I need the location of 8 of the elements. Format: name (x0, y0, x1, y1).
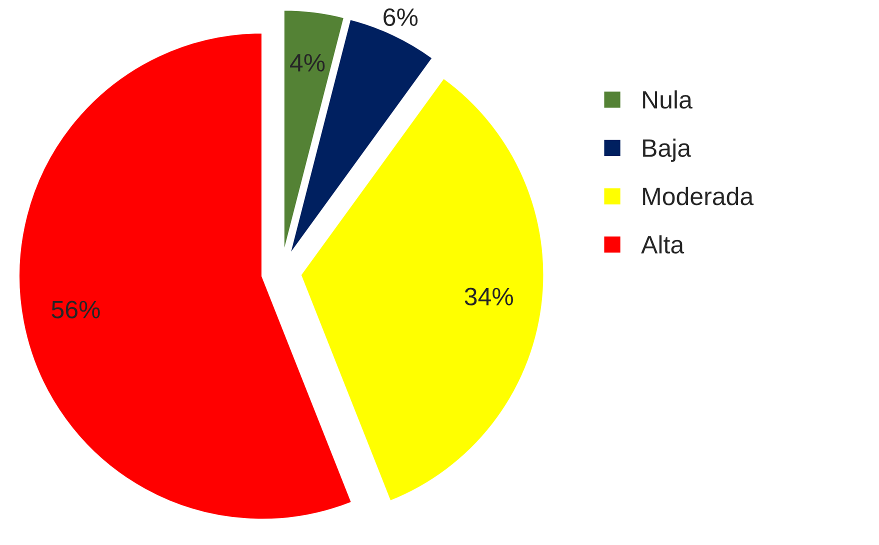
data-label: 34% (464, 288, 513, 306)
data-label: 4% (290, 54, 325, 72)
legend-label: Nula (643, 90, 692, 109)
data-label: 56% (52, 300, 100, 318)
legend-label: Alta (641, 235, 684, 254)
legend-label: Moderada (643, 186, 754, 206)
legend-label: Baja (643, 138, 692, 162)
data-label: 6% (384, 8, 418, 26)
